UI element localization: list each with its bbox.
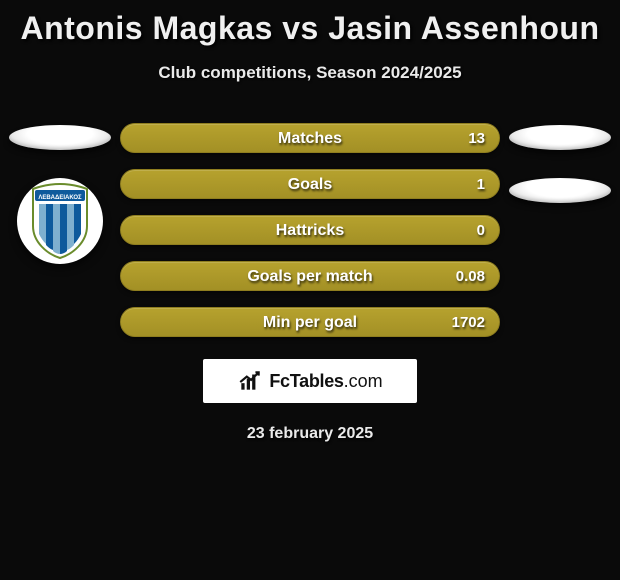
comparison-card: Antonis Magkas vs Jasin Assenhoun Club c… bbox=[0, 0, 620, 580]
left-club-crest: ΛΕΒΑΔΕΙΑΚΟΣ bbox=[17, 178, 103, 264]
stat-row: Matches 13 bbox=[120, 123, 500, 153]
brand-name: FcTables bbox=[269, 371, 343, 391]
left-oval-slot-1 bbox=[9, 125, 111, 150]
stat-rows: Matches 13 Goals 1 Hattricks 0 Goals per… bbox=[120, 123, 500, 337]
stat-value: 0 bbox=[477, 216, 485, 246]
page-title: Antonis Magkas vs Jasin Assenhoun bbox=[0, 0, 620, 47]
content-columns: ΛΕΒΑΔΕΙΑΚΟΣ Matches 13 bbox=[0, 123, 620, 337]
right-oval-slot-1 bbox=[509, 125, 611, 150]
brand-chart-icon bbox=[237, 368, 263, 394]
page-subtitle: Club competitions, Season 2024/2025 bbox=[0, 63, 620, 83]
stat-value: 1702 bbox=[452, 308, 485, 338]
left-side-column: ΛΕΒΑΔΕΙΑΚΟΣ bbox=[8, 123, 112, 264]
stat-label: Hattricks bbox=[121, 216, 499, 246]
stat-value: 0.08 bbox=[456, 262, 485, 292]
brand-suffix: .com bbox=[344, 371, 383, 391]
brand-text: FcTables.com bbox=[269, 371, 382, 392]
stat-row: Goals 1 bbox=[120, 169, 500, 199]
right-side-column bbox=[508, 123, 612, 203]
stat-label: Matches bbox=[121, 124, 499, 154]
right-oval-slot-2 bbox=[509, 178, 611, 203]
stat-label: Goals per match bbox=[121, 262, 499, 292]
stat-row: Min per goal 1702 bbox=[120, 307, 500, 337]
date-text: 23 february 2025 bbox=[0, 425, 620, 443]
stat-row: Hattricks 0 bbox=[120, 215, 500, 245]
stat-value: 1 bbox=[477, 170, 485, 200]
crest-band-text: ΛΕΒΑΔΕΙΑΚΟΣ bbox=[38, 195, 82, 201]
stat-value: 13 bbox=[468, 124, 485, 154]
brand-link[interactable]: FcTables.com bbox=[203, 359, 417, 403]
stat-label: Goals bbox=[121, 170, 499, 200]
stat-row: Goals per match 0.08 bbox=[120, 261, 500, 291]
stat-label: Min per goal bbox=[121, 308, 499, 338]
club-crest-svg: ΛΕΒΑΔΕΙΑΚΟΣ bbox=[25, 182, 95, 260]
